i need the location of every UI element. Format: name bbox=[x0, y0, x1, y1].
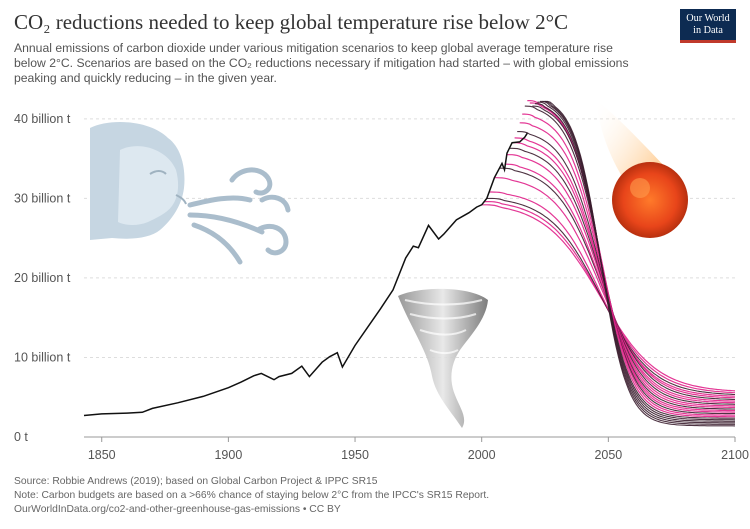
url-text: OurWorldInData.org/co2-and-other-greenho… bbox=[14, 504, 341, 515]
scenario-line bbox=[486, 197, 736, 396]
scenario-lines bbox=[481, 99, 736, 427]
scenario-line bbox=[522, 113, 735, 413]
scenario-line bbox=[542, 100, 735, 425]
tornado-icon bbox=[398, 288, 488, 428]
subtitle-line-2: below 2°C. Scenarios are based on the CO… bbox=[14, 56, 629, 70]
subtitle-line-1: Annual emissions of carbon dioxide under… bbox=[14, 41, 613, 55]
y-tick-label: 10 billion t bbox=[14, 350, 71, 364]
scenario-line bbox=[540, 100, 735, 424]
scenario-line bbox=[534, 103, 736, 421]
scenario-line bbox=[524, 105, 735, 415]
scenario-line bbox=[537, 101, 735, 422]
wind-face-icon bbox=[90, 122, 291, 265]
source-text: Source: Robbie Andrews (2019); based on … bbox=[14, 476, 378, 487]
axes: 0 t 10 billion t 20 billion t 30 billion t 4… bbox=[14, 112, 749, 462]
scenario-line bbox=[514, 137, 735, 408]
x-tick-label: 2100 bbox=[721, 448, 749, 462]
x-tick-label: 1850 bbox=[88, 448, 116, 462]
meteor-icon bbox=[596, 100, 688, 238]
historical-series-line bbox=[83, 132, 528, 417]
y-tick-label: 20 billion t bbox=[14, 271, 71, 285]
note-text: Note: Carbon budgets are based on a >66%… bbox=[14, 490, 490, 501]
y-tick-label: 30 billion t bbox=[14, 191, 71, 205]
illustrations bbox=[90, 100, 688, 428]
owid-logo[interactable]: Our World in Data bbox=[680, 9, 736, 43]
logo-line-2: in Data bbox=[693, 25, 723, 36]
historical-line bbox=[83, 132, 528, 417]
x-tick-label: 2050 bbox=[594, 448, 622, 462]
scenario-line bbox=[489, 191, 736, 397]
scenario-line bbox=[512, 142, 736, 407]
scenario-line bbox=[519, 122, 735, 412]
x-tick-label: 2000 bbox=[468, 448, 496, 462]
y-tick-label: 0 t bbox=[14, 430, 28, 444]
scenario-line bbox=[532, 105, 735, 419]
y-tick-label: 40 billion t bbox=[14, 112, 71, 126]
x-tick-label: 1950 bbox=[341, 448, 369, 462]
subtitle-line-3: peaking and quickly reducing – in the gi… bbox=[14, 71, 277, 85]
footer: Source: Robbie Andrews (2019); based on … bbox=[14, 475, 734, 517]
x-tick-label: 1900 bbox=[214, 448, 242, 462]
emissions-chart: 0 t 10 billion t 20 billion t 30 billion t 4… bbox=[14, 99, 749, 462]
chart-subtitle: Annual emissions of carbon dioxide under… bbox=[14, 41, 654, 86]
logo-line-1: Our World bbox=[686, 13, 730, 24]
chart-title: CO₂ reductions needed to keep global tem… bbox=[14, 10, 568, 34]
scenario-line bbox=[545, 100, 736, 427]
scenario-line bbox=[529, 102, 735, 418]
